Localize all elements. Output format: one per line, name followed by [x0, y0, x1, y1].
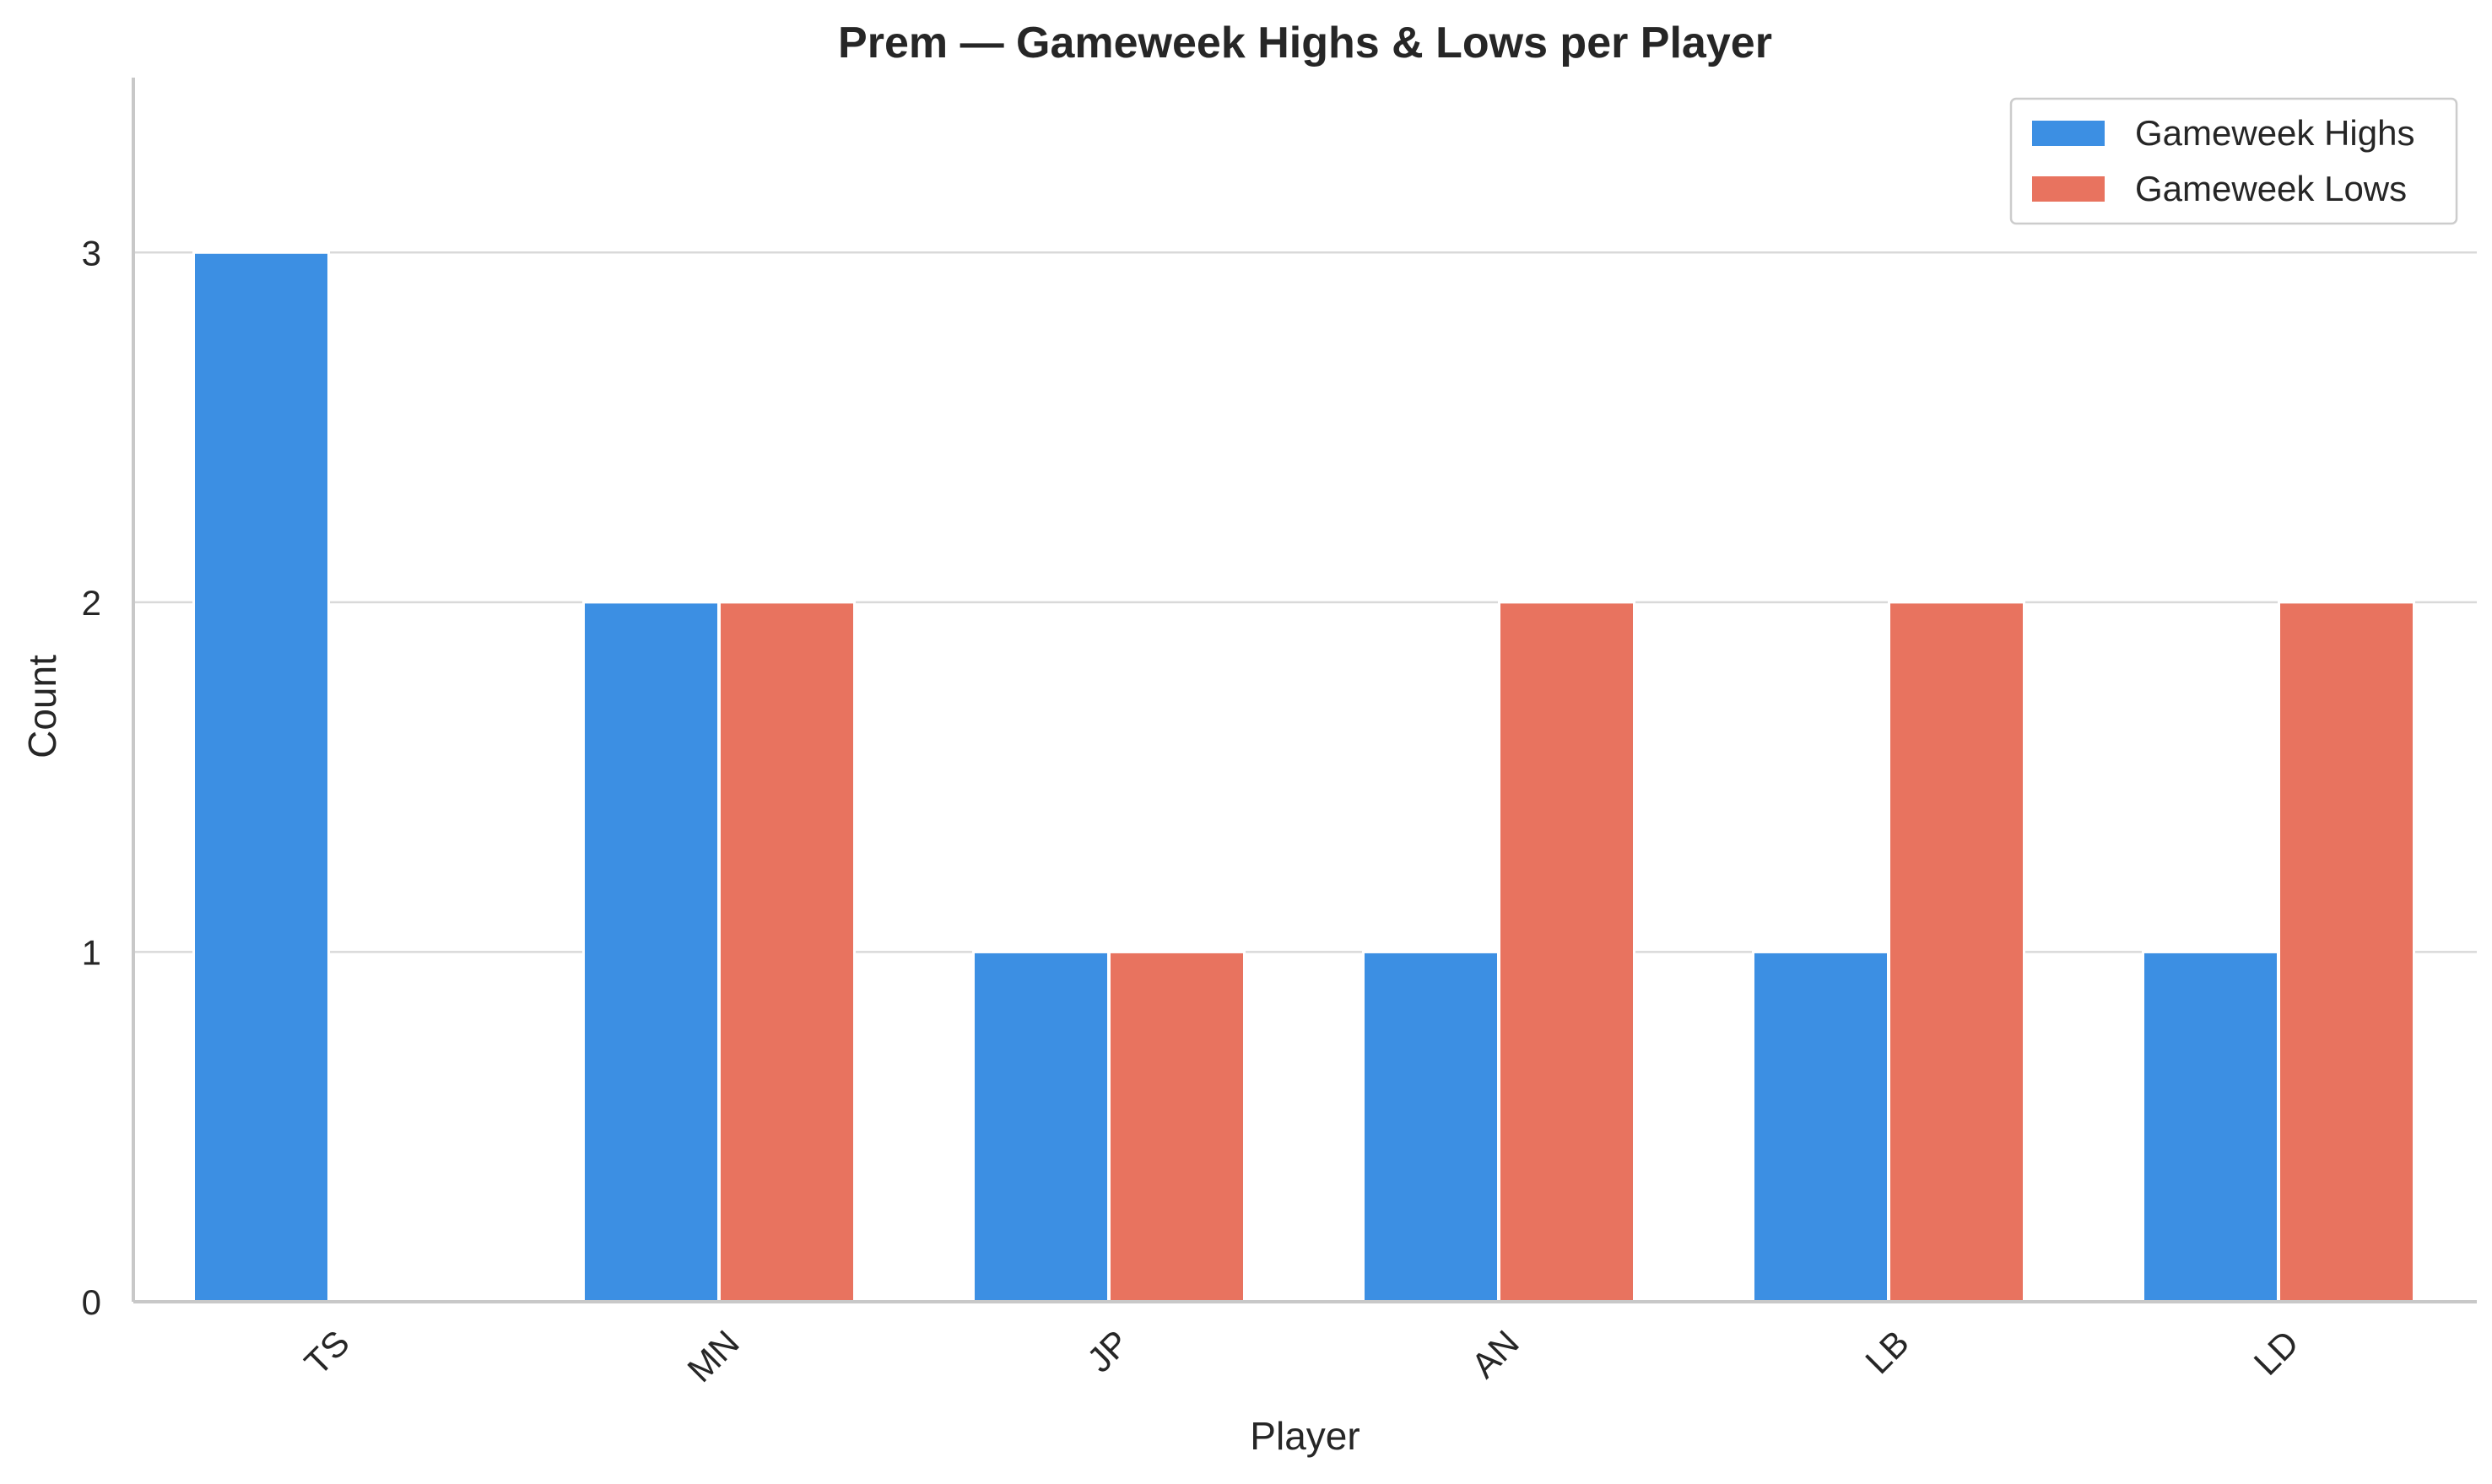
- bar-jp-highs: [972, 950, 1110, 1303]
- legend-box: [2009, 97, 2458, 225]
- bar-lb-highs: [1752, 950, 1889, 1303]
- legend-swatch-highs: [2032, 121, 2105, 146]
- x-tick-labels: TS MN JP AN LB LD: [297, 1323, 2306, 1390]
- x-tick-label: MN: [679, 1323, 746, 1390]
- y-tick-labels: 0 1 2 3: [82, 233, 101, 1322]
- y-tick-label: 3: [82, 233, 101, 273]
- bar-lb-lows: [1888, 601, 2025, 1303]
- bar-ld-highs: [2142, 950, 2279, 1303]
- bar-ld-lows: [2278, 601, 2415, 1303]
- x-tick-label: AN: [1463, 1323, 1527, 1386]
- legend-swatch-lows: [2032, 176, 2105, 202]
- y-tick-label: 0: [82, 1282, 101, 1322]
- bar-jp-lows: [1108, 950, 1246, 1303]
- x-axis-label: Player: [1250, 1414, 1360, 1458]
- bar-an-lows: [1498, 601, 1635, 1303]
- gridlines: [133, 251, 2477, 953]
- axes: [132, 78, 2477, 1303]
- legend-label-lows: Gameweek Lows: [2135, 169, 2407, 208]
- x-tick-label: LD: [2246, 1323, 2306, 1383]
- legend-label-highs: Gameweek Highs: [2135, 113, 2414, 153]
- y-tick-label: 1: [82, 932, 101, 972]
- x-tick-label: LB: [1857, 1323, 1916, 1382]
- y-tick-label: 2: [82, 583, 101, 623]
- legend: Gameweek Highs Gameweek Lows: [2009, 97, 2458, 225]
- bar-mn-lows: [718, 601, 856, 1303]
- bar-an-highs: [1362, 950, 1500, 1303]
- x-tick-label: JP: [1079, 1323, 1137, 1380]
- x-tick-label: TS: [297, 1323, 357, 1383]
- y-axis-label: Count: [20, 655, 64, 758]
- bar-mn-highs: [582, 601, 720, 1303]
- chart-title: Prem — Gameweek Highs & Lows per Player: [838, 19, 1772, 67]
- bars: [192, 251, 2415, 1303]
- bar-ts-highs: [192, 251, 330, 1303]
